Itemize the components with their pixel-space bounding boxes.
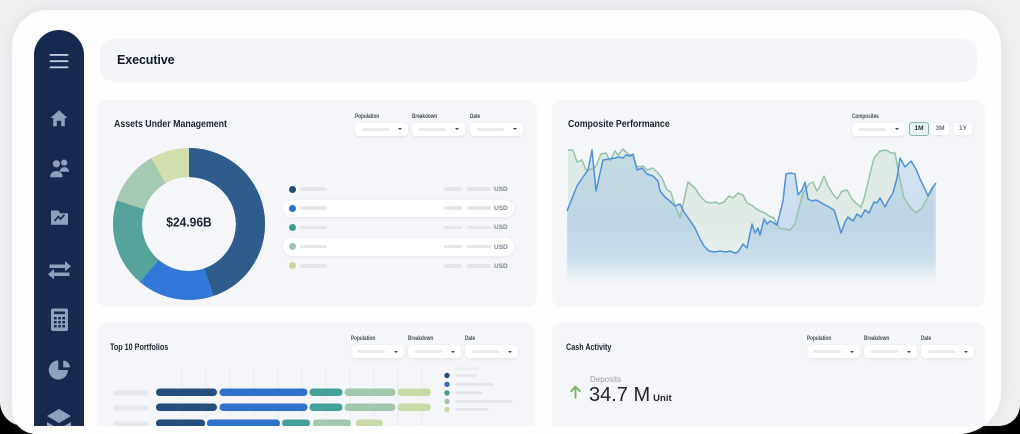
svg-text:$24.96B: $24.96B xyxy=(166,215,212,230)
